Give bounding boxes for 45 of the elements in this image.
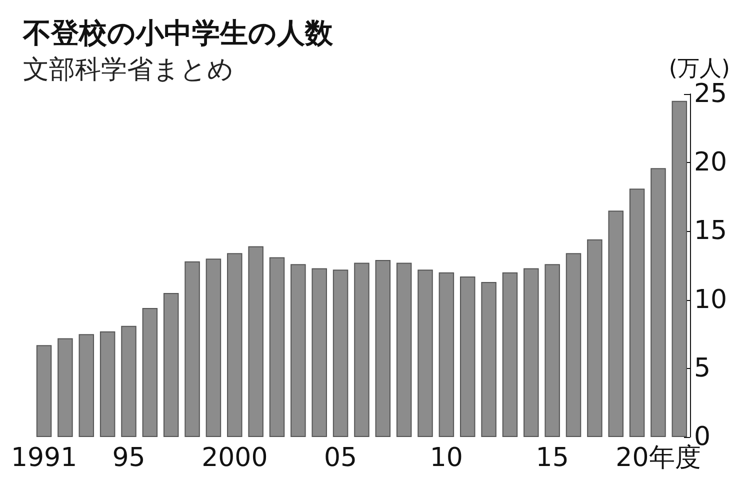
x-tick-label: 1991 xyxy=(10,443,78,473)
bar xyxy=(206,258,222,437)
bar xyxy=(672,100,688,437)
bar xyxy=(566,253,582,437)
bar xyxy=(650,168,666,437)
bar xyxy=(142,308,158,437)
bar xyxy=(227,253,242,437)
y-tick-label: 15 xyxy=(694,216,728,246)
bar xyxy=(418,270,433,437)
bar xyxy=(36,345,52,437)
bar xyxy=(608,210,624,437)
bar xyxy=(269,257,285,437)
y-tick-label: 5 xyxy=(694,353,711,384)
bar xyxy=(184,261,200,437)
chart-title: 不登校の小中学生の人数 xyxy=(22,16,334,50)
bar xyxy=(58,338,73,437)
bar xyxy=(587,239,602,437)
bar xyxy=(396,262,412,437)
bar xyxy=(438,272,454,437)
bar xyxy=(100,331,116,437)
y-axis-title: (万人) xyxy=(668,56,730,82)
bar xyxy=(460,276,476,437)
bar xyxy=(332,270,348,437)
y-tick-label: 10 xyxy=(694,284,728,315)
chart-subtitle: 文部科学省まとめ xyxy=(23,55,234,85)
bar xyxy=(375,260,391,437)
x-tick-label: 2000 xyxy=(202,443,268,473)
x-tick-label: 15 xyxy=(536,443,569,473)
x-tick-label: 95 xyxy=(112,443,146,473)
bar xyxy=(121,326,136,437)
bar xyxy=(502,272,518,437)
bar xyxy=(481,282,496,437)
bar xyxy=(629,188,645,437)
x-tick-label: 05 xyxy=(324,443,358,473)
bar xyxy=(163,292,179,437)
y-tick-label: 25 xyxy=(694,79,728,109)
bar xyxy=(312,268,327,437)
bar xyxy=(248,246,264,437)
bar xyxy=(78,334,94,437)
bar xyxy=(524,268,539,437)
bar xyxy=(354,262,370,437)
bar xyxy=(544,264,560,437)
bar xyxy=(290,264,306,437)
x-tick-label: 10 xyxy=(430,443,463,473)
y-tick-label: 20 xyxy=(694,148,728,178)
